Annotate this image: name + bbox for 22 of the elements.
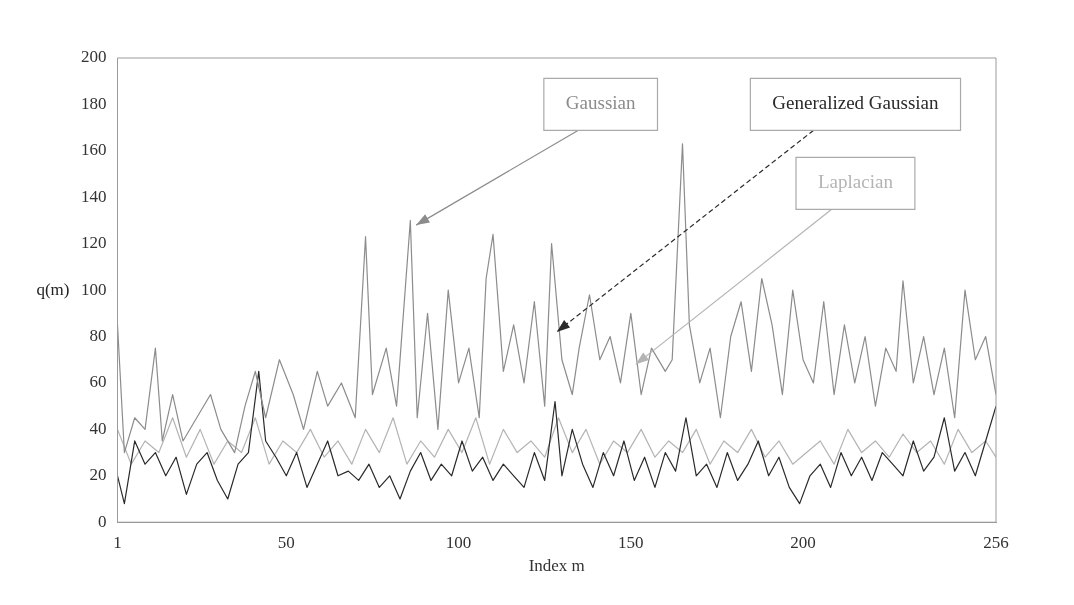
y-tick-label: 120 [81,233,107,253]
y-axis-title: q(m) [36,279,70,299]
y-tick-label: 200 [81,47,107,67]
x-tick-label: 150 [618,532,644,552]
y-tick-label: 180 [81,93,107,113]
y-tick-label: 100 [81,279,107,299]
y-tick-label: 140 [81,186,107,206]
x-tick-label: 100 [445,532,472,552]
y-tick-label: 80 [89,325,107,345]
text: Gaussian [565,92,636,114]
y-tick-label: 20 [89,465,107,485]
x-axis-title: Index m [528,556,585,576]
y-tick-label: 0 [98,511,107,531]
x-tick-label: 50 [277,532,295,552]
x-tick-label: 1 [113,532,122,552]
x-tick-label: 256 [983,532,1009,552]
y-tick-label: 40 [89,418,107,438]
y-tick-label: 160 [81,140,107,160]
y-tick-label: 60 [89,372,107,392]
x-tick-label: 200 [790,532,816,552]
text: Laplacian [817,171,894,193]
text: Generalized Gaussian [772,92,940,114]
